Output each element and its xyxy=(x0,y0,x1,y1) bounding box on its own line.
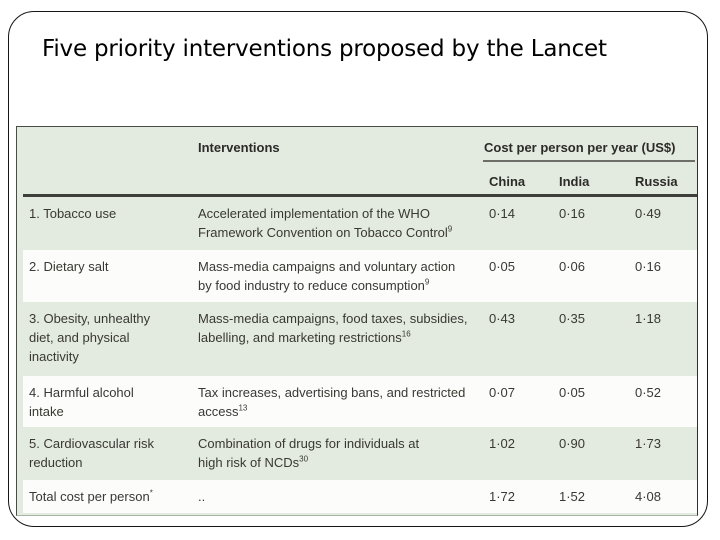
cost-russia: 1·18 xyxy=(635,311,662,326)
row-intervention: Combination of drugs for individuals at … xyxy=(198,427,489,480)
total-desc: .. xyxy=(198,489,206,504)
row-label: 1. Tobacco use xyxy=(29,206,117,221)
total-russia: 4·08 xyxy=(635,489,662,504)
cost-russia: 1·73 xyxy=(635,436,662,451)
table-row-alcohol: 4. Harmful alcohol intake Tax increases,… xyxy=(17,376,697,427)
row-intervention: Accelerated implementation of the WHO Fr… xyxy=(198,197,489,250)
column-header-cost-group: Cost per person per year (US$) xyxy=(484,140,676,155)
intervention-text: Combination of drugs for individuals at … xyxy=(198,436,420,470)
row-intervention: Mass-media campaigns, food taxes, subsid… xyxy=(198,302,489,376)
total-india: 1·52 xyxy=(559,489,586,504)
table-row-tobacco: 1. Tobacco use Accelerated implementatio… xyxy=(17,197,697,250)
table-header: Interventions Cost per person per year (… xyxy=(17,127,697,197)
cost-china: 0·07 xyxy=(489,385,516,400)
cost-china: 0·14 xyxy=(489,206,516,221)
reference-number: 9 xyxy=(424,277,430,287)
cost-india: 0·90 xyxy=(559,436,586,451)
column-header-china: China xyxy=(489,174,526,189)
cost-russia: 0·16 xyxy=(635,259,662,274)
intervention-text: Accelerated implementation of the WHO Fr… xyxy=(198,206,448,240)
table-row-total: Total cost per person* .. 1·72 1·52 4·08 xyxy=(17,480,697,513)
table-row-cardiovascular: 5. Cardiovascular risk reduction Combina… xyxy=(17,427,697,480)
cost-india: 0·35 xyxy=(559,311,586,326)
table-row-dietary-salt: 2. Dietary salt Mass-media campaigns and… xyxy=(17,250,697,302)
cost-china: 0·05 xyxy=(489,259,516,274)
footnote-asterisk: * xyxy=(149,488,153,498)
header-rule xyxy=(23,194,697,197)
cost-china: 1·02 xyxy=(489,436,516,451)
cost-india: 0·16 xyxy=(559,206,586,221)
intervention-text: Mass-media campaigns, food taxes, subsid… xyxy=(198,311,468,345)
reference-number: 30 xyxy=(299,454,309,464)
table-row-obesity: 3. Obesity, unhealthy diet, and physical… xyxy=(17,302,697,376)
presentation-slide: Five priority interventions proposed by … xyxy=(8,11,708,527)
reference-number: 13 xyxy=(238,403,248,413)
reference-number: 16 xyxy=(401,329,411,339)
row-label: 5. Cardiovascular risk reduction xyxy=(29,436,154,470)
column-header-india: India xyxy=(559,174,590,189)
row-label: 4. Harmful alcohol intake xyxy=(29,385,134,419)
cost-russia: 0·52 xyxy=(635,385,662,400)
cost-russia: 0·49 xyxy=(635,206,662,221)
cost-china: 0·43 xyxy=(489,311,516,326)
cost-group-underline xyxy=(483,160,695,162)
row-label: 2. Dietary salt xyxy=(29,259,109,274)
lancet-cost-table: Interventions Cost per person per year (… xyxy=(16,126,698,516)
intervention-text: Tax increases, advertising bans, and res… xyxy=(198,385,466,419)
total-label: Total cost per person* xyxy=(29,488,153,504)
reference-number: 9 xyxy=(447,224,453,234)
page-title: Five priority interventions proposed by … xyxy=(42,36,607,62)
cost-india: 0·06 xyxy=(559,259,586,274)
row-label: 3. Obesity, unhealthy diet, and physical… xyxy=(29,311,151,364)
column-header-interventions: Interventions xyxy=(198,140,280,155)
cost-india: 0·05 xyxy=(559,385,586,400)
column-header-russia: Russia xyxy=(635,174,678,189)
intervention-text: Mass-media campaigns and voluntary actio… xyxy=(198,259,456,293)
row-intervention: Mass-media campaigns and voluntary actio… xyxy=(198,250,489,302)
row-intervention: Tax increases, advertising bans, and res… xyxy=(198,376,489,427)
total-china: 1·72 xyxy=(489,489,516,504)
